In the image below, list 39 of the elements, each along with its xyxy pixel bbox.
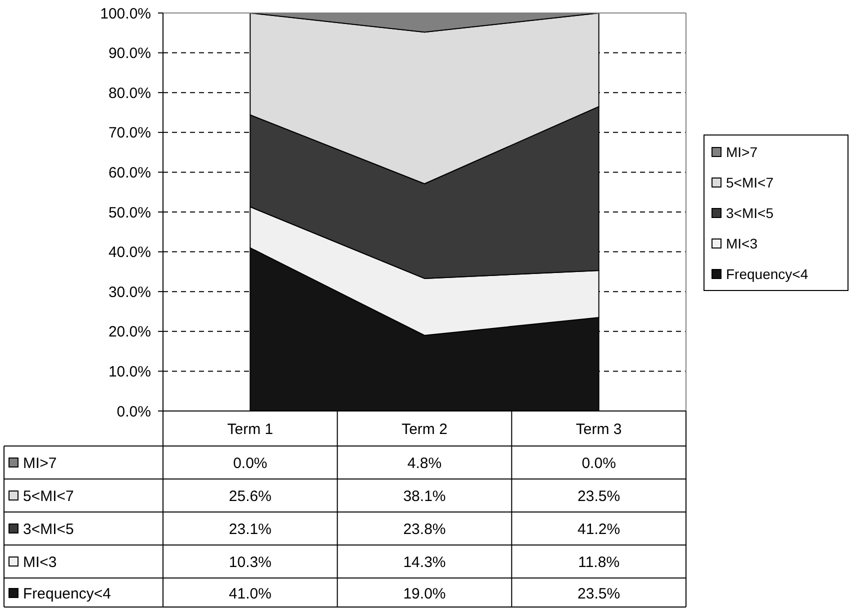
- y-tick-label: 50.0%: [108, 204, 151, 222]
- text: MI>7: [23, 454, 57, 472]
- text: MI<3: [23, 554, 57, 571]
- data-label: 25.6%: [228, 488, 272, 505]
- data-label: 4.8%: [407, 454, 442, 472]
- data-label: 38.1%: [403, 488, 446, 505]
- x-tick-label: Term 3: [576, 420, 622, 438]
- data-label: 0.0%: [582, 454, 616, 472]
- y-tick-label: 60.0%: [108, 164, 151, 182]
- data-label: 11.8%: [578, 554, 620, 571]
- legend-label: MI<3: [726, 235, 758, 252]
- x-tick-label: Term 2: [402, 420, 448, 438]
- y-tick-label: 80.0%: [108, 84, 151, 102]
- legend-label: 3<MI<5: [726, 204, 774, 221]
- y-tick-label: 100.0%: [100, 5, 151, 22]
- y-tick-label: 0.0%: [116, 403, 151, 420]
- y-tick-label: 20.0%: [108, 324, 151, 341]
- text: Frequency<4: [23, 585, 111, 602]
- legend-label: Frequency<4: [726, 266, 808, 282]
- y-tick-label: 30.0%: [108, 284, 151, 301]
- legend-label: MI>7: [726, 144, 758, 160]
- data-label: 23.8%: [403, 520, 446, 538]
- data-label: 23.1%: [228, 520, 272, 538]
- data-label: 10.3%: [228, 554, 272, 571]
- x-tick-label: Term 1: [227, 420, 274, 438]
- data-label: 23.5%: [578, 488, 620, 505]
- data-label: 0.0%: [233, 454, 268, 472]
- y-tick-label: 40.0%: [108, 244, 151, 262]
- legend-label: 5<MI<7: [726, 174, 774, 190]
- data-label: 19.0%: [403, 585, 446, 602]
- text: 5<MI<7: [23, 488, 74, 505]
- y-tick-label: 10.0%: [108, 363, 151, 380]
- text: 3<MI<5: [23, 520, 74, 538]
- data-label: 23.5%: [578, 585, 620, 602]
- data-label: 41.0%: [228, 585, 272, 602]
- data-label: 41.2%: [578, 520, 620, 538]
- y-tick-label: 90.0%: [108, 45, 151, 62]
- y-tick-label: 70.0%: [108, 124, 151, 142]
- data-label: 14.3%: [403, 554, 446, 571]
